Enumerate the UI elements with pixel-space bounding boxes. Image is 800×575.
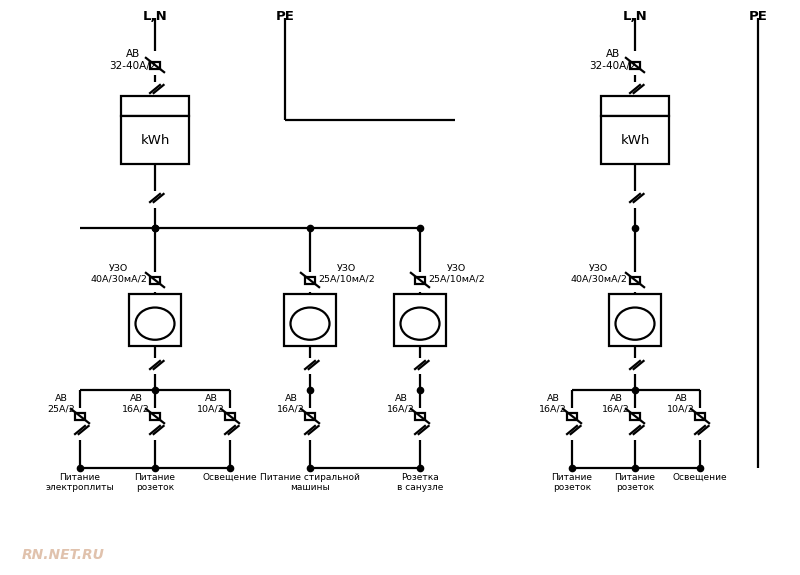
Text: АВ
10А/2: АВ 10А/2: [667, 394, 695, 413]
Text: L,N: L,N: [622, 10, 647, 23]
Bar: [630, 412, 640, 420]
Text: УЗО
40А/30мА/2: УЗО 40А/30мА/2: [90, 264, 147, 283]
Bar: [121, 96, 189, 116]
Bar: [305, 412, 315, 420]
Bar: [630, 62, 640, 68]
Bar: [75, 412, 85, 420]
Text: Освещение: Освещение: [202, 473, 258, 482]
Bar: [225, 412, 235, 420]
Bar: [601, 116, 669, 164]
Text: АВ
16А/2: АВ 16А/2: [122, 394, 150, 413]
Bar: [609, 294, 661, 346]
Text: L,N: L,N: [142, 10, 167, 23]
Text: Питание
розеток: Питание розеток: [134, 473, 175, 492]
Bar: [150, 62, 160, 68]
Bar: [284, 294, 336, 346]
Text: Розетка
в санузле: Розетка в санузле: [397, 473, 443, 492]
Bar: [150, 277, 160, 283]
Text: Питание стиральной
машины: Питание стиральной машины: [260, 473, 360, 492]
Text: АВ
16А/2: АВ 16А/2: [539, 394, 567, 413]
Text: УЗО
25А/10мА/2: УЗО 25А/10мА/2: [318, 264, 374, 283]
Bar: [150, 412, 160, 420]
Text: PE: PE: [275, 10, 294, 23]
Text: Освещение: Освещение: [673, 473, 727, 482]
Text: Питание
розеток: Питание розеток: [614, 473, 655, 492]
Text: АВ
16А/2: АВ 16А/2: [602, 394, 630, 413]
Text: АВ
10А/2: АВ 10А/2: [198, 394, 225, 413]
Text: АВ
16А/2: АВ 16А/2: [278, 394, 305, 413]
Text: kWh: kWh: [620, 134, 650, 147]
Bar: [695, 412, 705, 420]
Bar: [630, 277, 640, 283]
Text: УЗО
25А/10мА/2: УЗО 25А/10мА/2: [428, 264, 485, 283]
Text: RN.NET.RU: RN.NET.RU: [22, 548, 105, 562]
Text: АВ
16А/2: АВ 16А/2: [387, 394, 415, 413]
Text: АВ
32-40А/2: АВ 32-40А/2: [110, 49, 157, 71]
Bar: [129, 294, 181, 346]
Bar: [415, 277, 425, 283]
Text: Питание
электроплиты: Питание электроплиты: [46, 473, 114, 492]
Text: Питание
розеток: Питание розеток: [551, 473, 593, 492]
Bar: [601, 96, 669, 116]
Text: АВ
25А/2: АВ 25А/2: [47, 394, 75, 413]
Bar: [394, 294, 446, 346]
Bar: [415, 412, 425, 420]
Text: PE: PE: [749, 10, 767, 23]
Text: kWh: kWh: [140, 134, 170, 147]
Bar: [121, 116, 189, 164]
Bar: [305, 277, 315, 283]
Text: УЗО
40А/30мА/2: УЗО 40А/30мА/2: [570, 264, 627, 283]
Text: АВ
32-40А/2: АВ 32-40А/2: [590, 49, 637, 71]
Bar: [567, 412, 577, 420]
